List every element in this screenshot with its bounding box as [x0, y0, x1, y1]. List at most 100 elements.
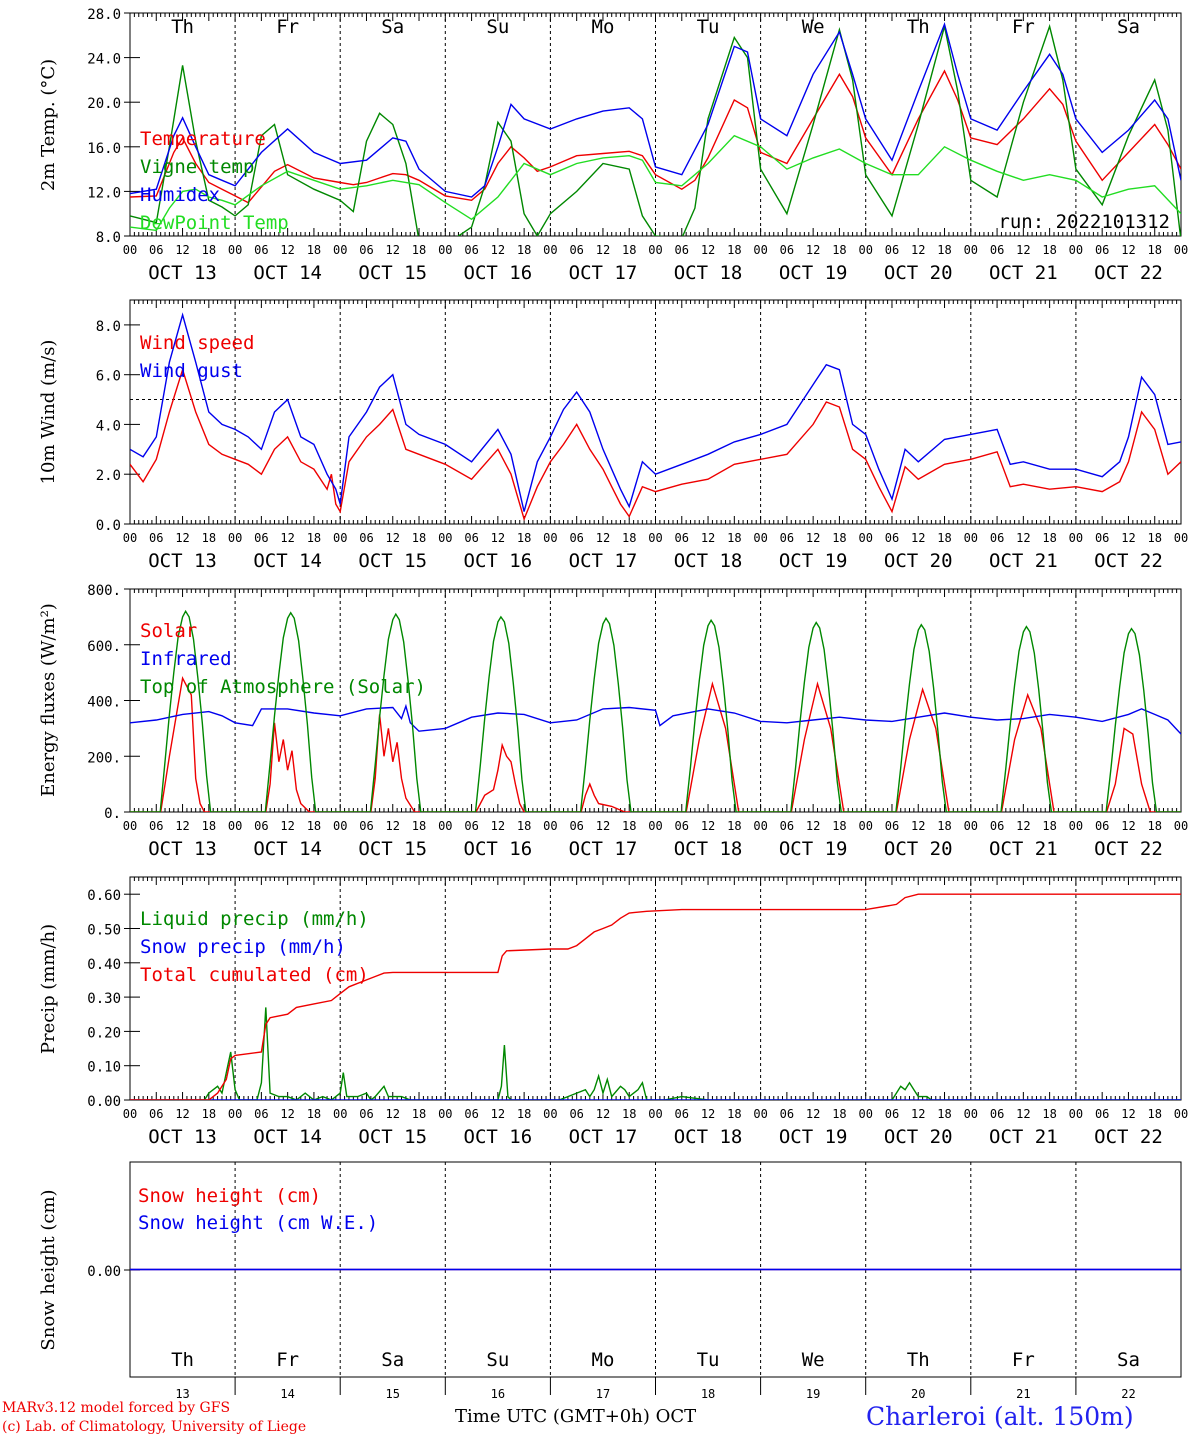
x-hour-label: 12 [175, 243, 189, 257]
y-tick-label: 0. [104, 806, 121, 822]
day-number: 20 [911, 1387, 925, 1401]
x-hour-label: 12 [386, 243, 400, 257]
x-hour-label: 12 [806, 243, 820, 257]
y-tick-label: 0.00 [87, 1264, 121, 1280]
y-tick-label: 8.0 [96, 319, 121, 335]
x-date-label: OCT 21 [989, 838, 1058, 860]
x-hour-label: 12 [911, 1107, 925, 1121]
plot-frame [129, 12, 1182, 237]
x-minor-ticks [129, 13, 1182, 236]
x-hour-label: 06 [149, 1107, 163, 1121]
legend-entry: Wind gust [140, 360, 243, 382]
x-hour-label: 00 [753, 1107, 767, 1121]
x-minor-ticks [129, 300, 1182, 524]
x-hour-label: 00 [964, 243, 978, 257]
legend-entry: Snow precip (mm/h) [140, 936, 346, 958]
x-date-label: OCT 15 [358, 1126, 427, 1148]
x-date-label: OCT 20 [884, 1126, 953, 1148]
x-hour-label: 12 [386, 531, 400, 545]
x-hour-label: 00 [1174, 531, 1188, 545]
x-hour-label: 00 [1069, 819, 1083, 833]
x-hour-label: 12 [386, 819, 400, 833]
x-hour-label: 00 [123, 819, 137, 833]
x-date-label: OCT 22 [1094, 1126, 1163, 1148]
x-hour-label: 00 [543, 1107, 557, 1121]
y-tick-label: 0.20 [87, 1025, 121, 1041]
y-tick-label: 16.0 [87, 141, 121, 157]
panel-4: 00 06 12 18 OCT 13 00 06 12 18 OCT 14 00 06 12 18 OCT … [38, 876, 1188, 1148]
x-hour-label: 12 [806, 1107, 820, 1121]
x-date-label: OCT 13 [148, 262, 217, 284]
x-hour-label: 12 [806, 819, 820, 833]
day-label: Fr [276, 1349, 299, 1371]
legend-entry: Snow height (cm W.E.) [138, 1212, 378, 1234]
y-tick-label: 0.40 [87, 957, 121, 973]
legend-entry: Vigne temp [140, 156, 254, 178]
x-hour-label: 00 [228, 531, 242, 545]
x-date-label: OCT 14 [253, 262, 322, 284]
day-label: Sa [1117, 16, 1140, 38]
day-label: Sa [1117, 1349, 1140, 1371]
x-hour-label: 00 [858, 243, 872, 257]
x-hour-label: 06 [675, 243, 689, 257]
x-hour-label: 12 [280, 1107, 294, 1121]
x-hour-label: 18 [727, 243, 741, 257]
legend-entry: Humidex [140, 184, 220, 206]
x-hour-label: 18 [622, 243, 636, 257]
x-hour-label: 18 [307, 819, 321, 833]
x-hour-label: 12 [806, 531, 820, 545]
x-hour-label: 06 [149, 243, 163, 257]
panel-3: 00 06 12 18 OCT 13 00 06 12 18 OCT 14 00 06 12 18 OCT … [38, 583, 1188, 860]
x-date-label: OCT 22 [1094, 262, 1163, 284]
legend-entry: Solar [140, 620, 197, 642]
legend-entry: Snow height (cm) [138, 1185, 321, 1207]
x-hour-label: 00 [228, 1107, 242, 1121]
x-hour-label: 12 [1121, 243, 1135, 257]
x-hour-label: 06 [464, 531, 478, 545]
x-date-label: OCT 13 [148, 1126, 217, 1148]
x-hour-label: 18 [517, 243, 531, 257]
x-hour-label: 06 [359, 243, 373, 257]
y-tick-label: 0.60 [87, 888, 121, 904]
x-hour-label: 18 [202, 1107, 216, 1121]
legend-entry: Infrared [140, 648, 232, 670]
credit-line-2: (c) Lab. of Climatology, University of L… [2, 1419, 307, 1435]
x-hour-label: 18 [517, 1107, 531, 1121]
x-hour-label: 12 [596, 531, 610, 545]
x-hour-label: 00 [1174, 1107, 1188, 1121]
x-hour-label: 18 [622, 531, 636, 545]
x-hour-label: 00 [333, 243, 347, 257]
panel-5: Th 13 Fr 14 Sa 15 Su 16 Mo 17 Tu 18 We 19 Th 20 Fr 21 Sa 22… [38, 1161, 1182, 1401]
series-line-infrared [130, 703, 1181, 735]
x-hour-label: 18 [202, 531, 216, 545]
x-hour-label: 18 [832, 819, 846, 833]
x-date-label: OCT 17 [569, 1126, 638, 1148]
x-hour-label: 06 [675, 1107, 689, 1121]
x-hour-label: 12 [175, 531, 189, 545]
x-hour-label: 06 [885, 1107, 899, 1121]
station-label: Charleroi (alt. 150m) [866, 1402, 1134, 1431]
x-hour-label: 18 [622, 819, 636, 833]
x-hour-label: 06 [569, 243, 583, 257]
x-date-label: OCT 17 [569, 262, 638, 284]
x-hour-label: 06 [990, 819, 1004, 833]
x-hour-label: 00 [333, 531, 347, 545]
x-date-label: OCT 17 [569, 838, 638, 860]
x-hour-label: 00 [438, 1107, 452, 1121]
x-date-label: OCT 14 [253, 1126, 322, 1148]
day-label: We [802, 16, 825, 38]
x-hour-label: 06 [780, 1107, 794, 1121]
y-tick-label: 600. [87, 639, 121, 655]
x-date-label: OCT 19 [779, 262, 848, 284]
x-hour-label: 00 [964, 1107, 978, 1121]
x-hour-label: 00 [228, 243, 242, 257]
plot-frame [129, 299, 1182, 525]
x-hour-label: 00 [123, 243, 137, 257]
x-hour-label: 12 [280, 531, 294, 545]
y-tick-label: 0.0 [96, 518, 121, 534]
x-hour-label: 18 [622, 1107, 636, 1121]
x-hour-label: 06 [990, 1107, 1004, 1121]
x-hour-label: 12 [596, 243, 610, 257]
y-tick-label: 0.30 [87, 991, 121, 1007]
credit-line-1: MARv3.12 model forced by GFS [2, 1400, 231, 1416]
